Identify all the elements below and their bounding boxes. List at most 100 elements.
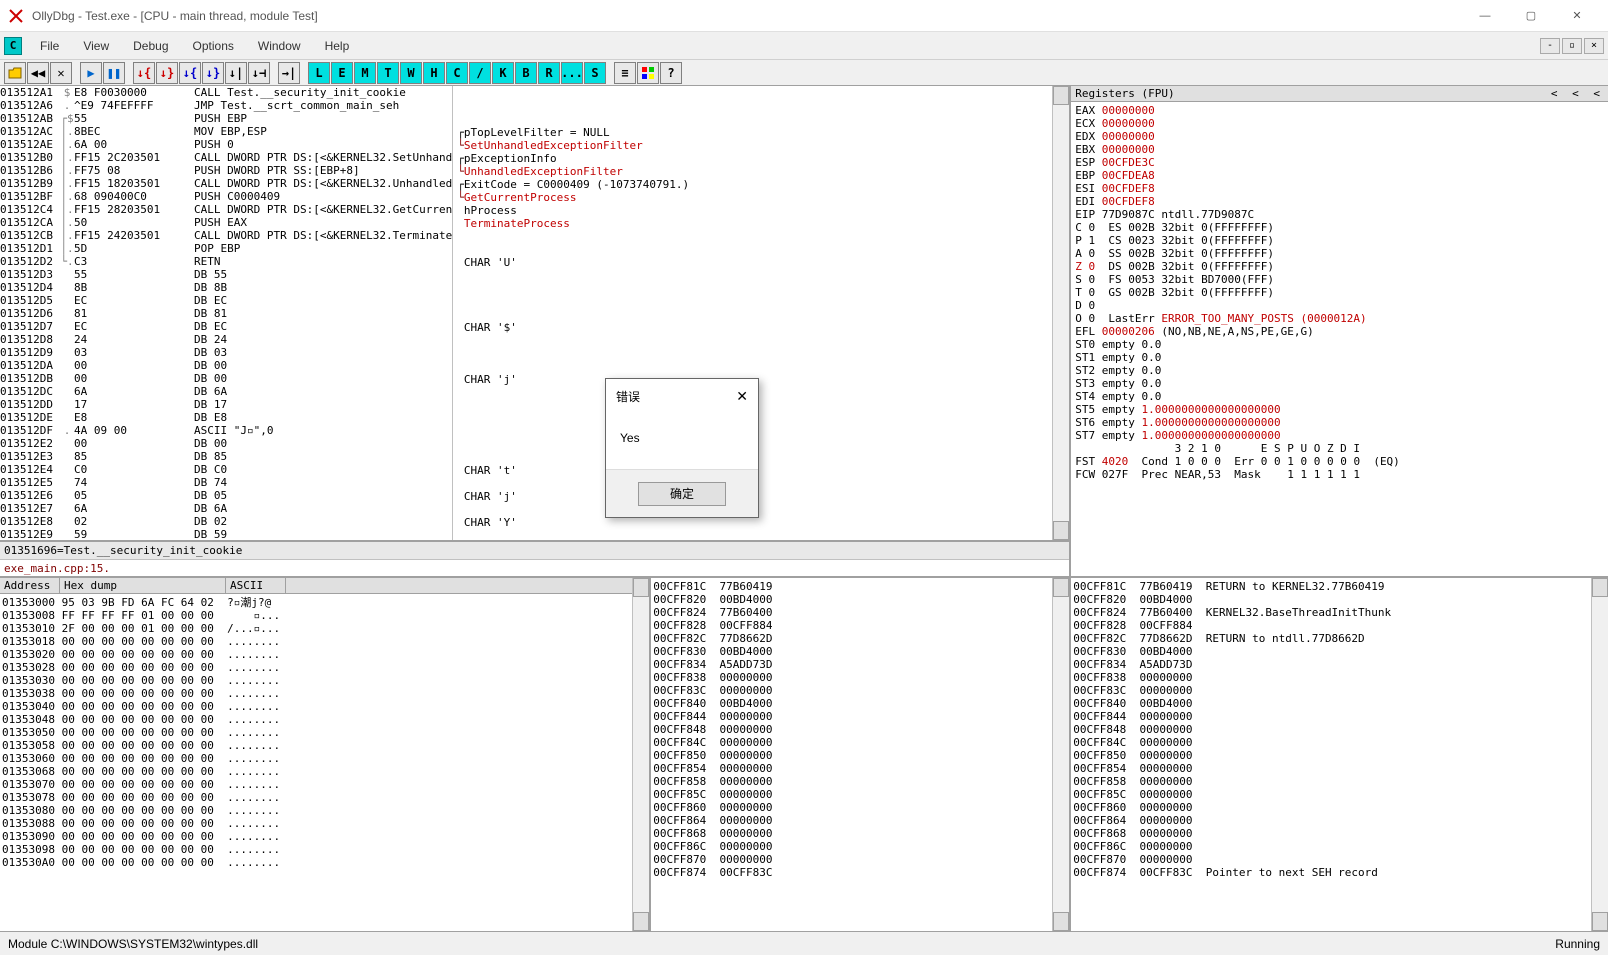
disasm-row[interactable]: 013512D903DB 03 <box>0 346 452 359</box>
toolbar-W[interactable]: W <box>400 62 422 84</box>
stack-lower-scrollbar[interactable] <box>1052 578 1069 931</box>
cpu-icon[interactable]: C <box>4 37 22 55</box>
disasm-row[interactable]: 013512BF│.68 090400C0PUSH C0000409 <box>0 190 452 203</box>
dump-row[interactable]: 01353008 FF FF FF FF 01 00 00 00 ▫... <box>2 609 630 622</box>
disasm-row[interactable]: 013512D824DB 24 <box>0 333 452 346</box>
stack-row[interactable]: 00CFF820 00BD4000 <box>653 593 1050 606</box>
register-row[interactable]: C 0 ES 002B 32bit 0(FFFFFFFF) <box>1075 221 1604 234</box>
stack-row[interactable]: 00CFF83C 00000000 <box>653 684 1050 697</box>
register-row[interactable]: ST6 empty 1.0000000000000000000 <box>1075 416 1604 429</box>
toolbar-S[interactable]: S <box>584 62 606 84</box>
dump-row[interactable]: 01353028 00 00 00 00 00 00 00 00 .......… <box>2 661 630 674</box>
disasm-row[interactable]: 013512DD17DB 17 <box>0 398 452 411</box>
stack-row[interactable]: 00CFF81C 77B60419 <box>653 580 1050 593</box>
dump-row[interactable]: 01353000 95 03 9B FD 6A FC 64 02 ?▫潮j?@ <box>2 596 630 609</box>
stack-row[interactable]: 00CFF858 00000000 <box>653 775 1050 788</box>
dump-row[interactable]: 01353080 00 00 00 00 00 00 00 00 .......… <box>2 804 630 817</box>
register-row[interactable]: EFL 00000206 (NO,NB,NE,A,NS,PE,GE,G) <box>1075 325 1604 338</box>
disasm-row[interactable]: 013512D681DB 81 <box>0 307 452 320</box>
run-to-button[interactable]: ↓⊣ <box>248 62 270 84</box>
menu-options[interactable]: Options <box>181 35 246 57</box>
stack-pane-lower[interactable]: 00CFF81C 77B6041900CFF820 00BD400000CFF8… <box>649 578 1069 931</box>
stack-row[interactable]: 00CFF844 00000000 <box>653 710 1050 723</box>
stack-row[interactable]: 00CFF834 A5ADD73D <box>653 658 1050 671</box>
close-button[interactable]: ✕ <box>1554 0 1600 32</box>
register-row[interactable]: D 0 <box>1075 299 1604 312</box>
stack-row[interactable]: 00CFF830 00BD4000 <box>653 645 1050 658</box>
dump-scrollbar[interactable] <box>632 578 649 931</box>
register-row[interactable]: ESI 00CFDEF8 <box>1075 182 1604 195</box>
registers-nav[interactable]: < < < <box>1551 87 1604 100</box>
help-button[interactable]: ? <box>660 62 682 84</box>
stack-row[interactable]: 00CFF85C 00000000 <box>1073 788 1589 801</box>
stack-row[interactable]: 00CFF848 00000000 <box>653 723 1050 736</box>
menu-file[interactable]: File <box>28 35 71 57</box>
stack-row[interactable]: 00CFF838 00000000 <box>653 671 1050 684</box>
open-button[interactable] <box>4 62 26 84</box>
stack-row[interactable]: 00CFF824 77B60400 KERNEL32.BaseThreadIni… <box>1073 606 1589 619</box>
disasm-row[interactable]: 013512AB┌$55PUSH EBP <box>0 112 452 125</box>
stack-row[interactable]: 00CFF86C 00000000 <box>653 840 1050 853</box>
disasm-row[interactable]: 013512DB00DB 00 <box>0 372 452 385</box>
disasm-row[interactable]: 013512DC6ADB 6A <box>0 385 452 398</box>
disasm-row[interactable]: 013512D2└.C3RETN <box>0 255 452 268</box>
rewind-button[interactable]: ◀◀ <box>27 62 49 84</box>
pause-button[interactable]: ❚❚ <box>103 62 125 84</box>
dump-row[interactable]: 01353010 2F 00 00 00 01 00 00 00 /...▫..… <box>2 622 630 635</box>
register-row[interactable]: EIP 77D9087C ntdll.77D9087C <box>1075 208 1604 221</box>
stack-row[interactable]: 00CFF83C 00000000 <box>1073 684 1589 697</box>
register-row[interactable]: O 0 LastErr ERROR_TOO_MANY_POSTS (000001… <box>1075 312 1604 325</box>
stack-row[interactable]: 00CFF84C 00000000 <box>653 736 1050 749</box>
menu-debug[interactable]: Debug <box>121 35 180 57</box>
disasm-row[interactable]: 013512A6.^E9 74FEFFFFJMP Test.__scrt_com… <box>0 99 452 112</box>
disasm-row[interactable]: 013512D7ECDB EC <box>0 320 452 333</box>
stack-row[interactable]: 00CFF828 00CFF884 <box>653 619 1050 632</box>
stack-row[interactable]: 00CFF850 00000000 <box>1073 749 1589 762</box>
close-file-button[interactable]: ✕ <box>50 62 72 84</box>
disasm-row[interactable]: 013512AC│.8BECMOV EBP,ESP <box>0 125 452 138</box>
menu-help[interactable]: Help <box>313 35 362 57</box>
register-row[interactable]: EAX 00000000 <box>1075 104 1604 117</box>
registers-pane[interactable]: Registers (FPU) < < < EAX 00000000ECX 00… <box>1071 86 1608 578</box>
dump-row[interactable]: 01353078 00 00 00 00 00 00 00 00 .......… <box>2 791 630 804</box>
disasm-row[interactable]: 013512DF.4A 09 00ASCII "J▫",0 <box>0 424 452 437</box>
toolbar-/[interactable]: / <box>469 62 491 84</box>
menu-window[interactable]: Window <box>246 35 313 57</box>
mdi-close[interactable]: × <box>1584 38 1604 54</box>
disasm-row[interactable]: 013512D5ECDB EC <box>0 294 452 307</box>
step-into-button[interactable]: ↓{ <box>133 62 155 84</box>
toolbar-L[interactable]: L <box>308 62 330 84</box>
stack-scrollbar[interactable] <box>1591 578 1608 931</box>
disasm-row[interactable]: 013512DEE8DB E8 <box>0 411 452 424</box>
disasm-row[interactable]: 013512DA00DB 00 <box>0 359 452 372</box>
toolbar-M[interactable]: M <box>354 62 376 84</box>
trace-into-button[interactable]: ↓{ <box>179 62 201 84</box>
register-row[interactable]: Z 0 DS 002B 32bit 0(FFFFFFFF) <box>1075 260 1604 273</box>
register-row[interactable]: EBX 00000000 <box>1075 143 1604 156</box>
stack-row[interactable]: 00CFF860 00000000 <box>1073 801 1589 814</box>
dump-row[interactable]: 013530A0 00 00 00 00 00 00 00 00 .......… <box>2 856 630 869</box>
disasm-row[interactable]: 013512B9│.FF15 18203501CALL DWORD PTR DS… <box>0 177 452 190</box>
toolbar-R[interactable]: R <box>538 62 560 84</box>
disasm-row[interactable]: 013512B0│.FF15 2C203501CALL DWORD PTR DS… <box>0 151 452 164</box>
disasm-row[interactable]: 013512E802DB 02 <box>0 515 452 528</box>
dump-row[interactable]: 01353038 00 00 00 00 00 00 00 00 .......… <box>2 687 630 700</box>
register-row[interactable]: A 0 SS 002B 32bit 0(FFFFFFFF) <box>1075 247 1604 260</box>
disasm-scrollbar[interactable] <box>1052 86 1069 540</box>
toolbar-C[interactable]: C <box>446 62 468 84</box>
stack-row[interactable]: 00CFF824 77B60400 <box>653 606 1050 619</box>
stack-row[interactable]: 00CFF834 A5ADD73D <box>1073 658 1589 671</box>
execute-till-button[interactable]: ↓| <box>225 62 247 84</box>
stack-pane[interactable]: 00CFF81C 77B60419 RETURN to KERNEL32.77B… <box>1071 578 1608 931</box>
stack-row[interactable]: 00CFF854 00000000 <box>1073 762 1589 775</box>
dump-row[interactable]: 01353098 00 00 00 00 00 00 00 00 .......… <box>2 843 630 856</box>
stack-row[interactable]: 00CFF82C 77D8662D RETURN to ntdll.77D866… <box>1073 632 1589 645</box>
goto-button[interactable]: →| <box>278 62 300 84</box>
dump-row[interactable]: 01353030 00 00 00 00 00 00 00 00 .......… <box>2 674 630 687</box>
register-row[interactable]: P 1 CS 0023 32bit 0(FFFFFFFF) <box>1075 234 1604 247</box>
register-row[interactable]: FCW 027F Prec NEAR,53 Mask 1 1 1 1 1 1 <box>1075 468 1604 481</box>
stack-row[interactable]: 00CFF830 00BD4000 <box>1073 645 1589 658</box>
dump-row[interactable]: 01353068 00 00 00 00 00 00 00 00 .......… <box>2 765 630 778</box>
stack-row[interactable]: 00CFF840 00BD4000 <box>1073 697 1589 710</box>
disasm-row[interactable]: 013512CB│.FF15 24203501CALL DWORD PTR DS… <box>0 229 452 242</box>
